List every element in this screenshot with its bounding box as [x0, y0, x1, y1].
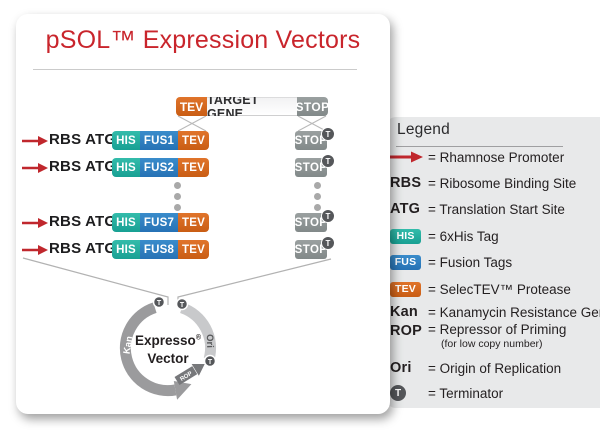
figure-title: pSOL™ Expression Vectors	[45, 26, 361, 54]
terminator-icon: T	[321, 209, 335, 223]
fus-badge: FUS	[390, 254, 421, 270]
legend-item-sublabel: (for low copy number)	[441, 338, 543, 350]
ellipsis-dot	[174, 193, 181, 200]
expression-row-fus7: RBS ATG HIS FUS7 TEV STOP T	[16, 209, 390, 233]
legend-item-label: = Fusion Tags	[428, 254, 513, 270]
rhamnose-promoter-arrow-icon	[22, 218, 48, 228]
rop-arrow	[174, 365, 198, 386]
legend-divider	[396, 146, 563, 147]
fusion-cassette: HIS FUS2 TEV	[112, 158, 209, 177]
legend-item-ori: Ori = Origin of Replication	[390, 358, 561, 378]
stop-badge: STOP	[295, 131, 327, 150]
legend-item-rhamnose-promoter: = Rhamnose Promoter	[390, 147, 564, 167]
his-badge: HIS	[112, 240, 140, 259]
legend-item-terminator: T = Terminator	[390, 383, 503, 403]
stop-badge: STOP	[295, 213, 327, 232]
kan-arrowhead	[173, 381, 192, 400]
tev-badge: TEV	[178, 240, 209, 259]
fus-badge: FUS2	[140, 158, 178, 177]
fus-badge: FUS1	[140, 131, 178, 150]
stop-badge: STOP	[295, 240, 327, 259]
rbs-atg-label: RBS ATG	[49, 158, 117, 175]
title-divider	[33, 69, 357, 70]
terminator-icon: T	[321, 127, 335, 141]
ellipsis-dot	[314, 182, 321, 189]
tev-badge: TEV	[176, 97, 207, 116]
ellipsis-dot	[314, 204, 321, 211]
fusion-cassette: HIS FUS1 TEV	[112, 131, 209, 150]
legend-key: Ori	[390, 360, 412, 376]
terminator-icon: T	[180, 302, 185, 309]
legend-item-label: = Origin of Replication	[428, 360, 562, 376]
stop-badge: STOP	[295, 158, 327, 177]
ellipsis-dot	[314, 193, 321, 200]
legend-item-label: = Translation Start Site	[428, 201, 565, 217]
terminator-icon: T	[390, 385, 406, 401]
legend-item-his: HIS = 6xHis Tag	[390, 226, 499, 246]
ellipsis-dot	[174, 182, 181, 189]
tev-badge: TEV	[178, 158, 209, 177]
rhamnose-promoter-arrow-icon	[22, 245, 48, 255]
fus-badge: FUS8	[140, 240, 178, 259]
legend-title: Legend	[397, 121, 450, 138]
target-gene-label: TARGET GENE	[207, 97, 297, 116]
stop-badge: STOP	[295, 97, 328, 116]
expression-row-fus2: RBS ATG HIS FUS2 TEV STOP T	[16, 154, 390, 178]
rbs-atg-label: RBS ATG	[49, 213, 117, 230]
terminator-icon: T	[157, 300, 162, 307]
his-badge: HIS	[390, 228, 421, 244]
legend-item-atg: ATG = Translation Start Site	[390, 199, 565, 219]
ellipsis-dot	[174, 204, 181, 211]
rbs-atg-label: RBS ATG	[49, 240, 117, 257]
rhamnose-promoter-arrow-icon	[390, 150, 428, 164]
tev-badge: TEV	[390, 281, 421, 297]
rbs-atg-label: RBS ATG	[49, 131, 117, 148]
rop-label: ROP	[179, 371, 193, 383]
legend-item-tev: TEV = SelecTEV™ Protease	[390, 279, 571, 299]
legend-item-label: = Ribosome Binding Site	[428, 175, 577, 191]
legend-key: RBS	[390, 175, 422, 191]
legend-item-label: = 6xHis Tag	[428, 228, 499, 244]
fus-badge: FUS7	[140, 213, 178, 232]
rhamnose-promoter-arrow-icon	[22, 163, 48, 173]
legend-item-label: = Kanamycin Resistance Gene	[428, 304, 600, 320]
legend-item-label: = SelecTEV™ Protease	[428, 281, 571, 297]
expresso-vector-label: Expresso® Vector	[135, 333, 201, 366]
his-badge: HIS	[112, 213, 140, 232]
expression-row-fus8: RBS ATG HIS FUS8 TEV STOP T	[16, 236, 390, 260]
legend-key: ATG	[390, 201, 421, 217]
his-badge: HIS	[112, 131, 140, 150]
legend-item-label: = Terminator	[428, 385, 504, 401]
diagram-card: pSOL™ Expression Vectors ROP Kan Ori	[16, 14, 390, 414]
fusion-cassette: HIS FUS8 TEV	[112, 240, 209, 259]
legend-item-label: = Rhamnose Promoter	[428, 149, 565, 165]
registered-mark: ®	[195, 334, 201, 342]
target-gene-cassette: TEV TARGET GENE STOP	[176, 97, 328, 116]
legend-item-label: = Repressor of Priming	[428, 322, 567, 337]
legend-item-fus: FUS = Fusion Tags	[390, 252, 512, 272]
tev-badge: TEV	[178, 213, 209, 232]
legend-item-rbs: RBS = Ribosome Binding Site	[390, 173, 576, 193]
terminator-icon: T	[321, 236, 335, 250]
legend-panel: Legend = Rhamnose Promoter RBS = Ribosom…	[386, 117, 600, 408]
legend-item-rop: ROP = Repressor of Priming (for low copy…	[390, 322, 566, 356]
legend-key: ROP	[390, 323, 423, 339]
tev-badge: TEV	[178, 131, 209, 150]
terminator-icon: T	[321, 154, 335, 168]
his-badge: HIS	[112, 158, 140, 177]
rhamnose-promoter-arrow-icon	[22, 136, 48, 146]
legend-item-kan: Kan = Kanamycin Resistance Gene	[390, 302, 600, 322]
fusion-cassette: HIS FUS7 TEV	[112, 213, 209, 232]
legend-key: Kan	[390, 304, 418, 320]
expression-row-fus1: RBS ATG HIS FUS1 TEV STOP T	[16, 127, 390, 151]
